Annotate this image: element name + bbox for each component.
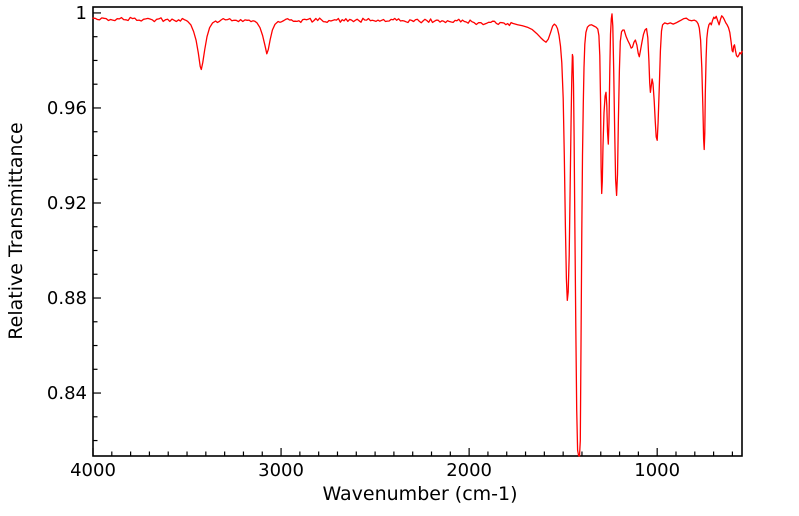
axis-ticks — [92, 12, 734, 456]
x-tick-label: 4000 — [70, 460, 116, 481]
y-tick-label: 0.96 — [47, 98, 87, 119]
x-axis-label: Wavenumber (cm-1) — [322, 483, 517, 505]
y-tick-label: 0.92 — [47, 193, 87, 214]
y-axis-label: Relative Transmittance — [5, 122, 27, 339]
y-tick-label: 0.84 — [47, 383, 87, 404]
y-tick-label: 0.88 — [47, 288, 87, 309]
x-tick-label: 3000 — [258, 460, 304, 481]
plot-frame — [92, 6, 743, 457]
x-tick-label: 1000 — [634, 460, 680, 481]
axis-tick-labels: 4000 3000 2000 1000 1 0.96 0.92 0.88 0.84 — [47, 3, 680, 481]
x-tick-label: 2000 — [446, 460, 492, 481]
y-tick-label: 1 — [76, 3, 87, 24]
spectrum-line — [92, 13, 743, 457]
